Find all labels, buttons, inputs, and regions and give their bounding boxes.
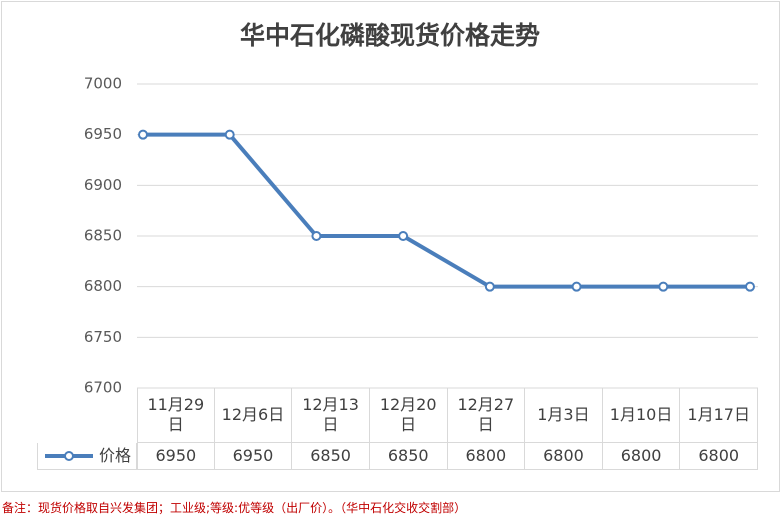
value-cell: 6800 <box>602 443 681 470</box>
legend-cell: 价格 <box>37 443 137 470</box>
footnote: 备注：现货价格取自兴发集团；工业级;等级:优等级（出厂价）。（华中石化交收交割部… <box>2 501 467 515</box>
y-tick-label: 6900 <box>84 176 122 194</box>
legend-swatch <box>44 451 93 461</box>
y-tick-label: 6750 <box>84 328 122 346</box>
y-tick-label: 6800 <box>84 277 122 295</box>
value-cell: 6800 <box>525 443 603 470</box>
y-tick-label: 6850 <box>84 227 122 245</box>
value-cell: 6800 <box>680 443 758 470</box>
x-tick-label: 12月27日 <box>447 388 526 443</box>
point <box>224 129 235 140</box>
point <box>311 231 322 241</box>
point <box>138 129 148 140</box>
value-cell: 6950 <box>214 443 293 470</box>
point <box>745 281 755 292</box>
y-tick-label: 6950 <box>84 125 122 143</box>
y-tick-label: 7000 <box>84 75 122 93</box>
x-tick-label: 1月17日 <box>680 388 758 443</box>
value-cell: 6950 <box>137 443 215 470</box>
x-tick-label: 12月6日 <box>214 388 293 443</box>
point <box>571 281 582 292</box>
x-tick-label: 12月13日 <box>292 388 370 443</box>
x-tick-label: 1月10日 <box>602 388 681 443</box>
value-cell: 6800 <box>447 443 526 470</box>
value-cell: 6850 <box>292 443 370 470</box>
y-tick-label: 6700 <box>84 379 122 397</box>
chart-title: 华中石化磷酸现货价格走势 <box>240 21 540 50</box>
x-tick-label: 1月3日 <box>525 388 603 443</box>
x-tick-label: 12月20日 <box>369 388 448 443</box>
point <box>398 231 409 241</box>
x-tick-label: 11月29日 <box>137 388 215 443</box>
value-cell: 6850 <box>369 443 448 470</box>
line <box>143 132 750 289</box>
chart-frame <box>1 1 780 492</box>
point <box>484 281 495 292</box>
point <box>658 281 669 292</box>
legend-label: 价格 <box>98 446 131 465</box>
